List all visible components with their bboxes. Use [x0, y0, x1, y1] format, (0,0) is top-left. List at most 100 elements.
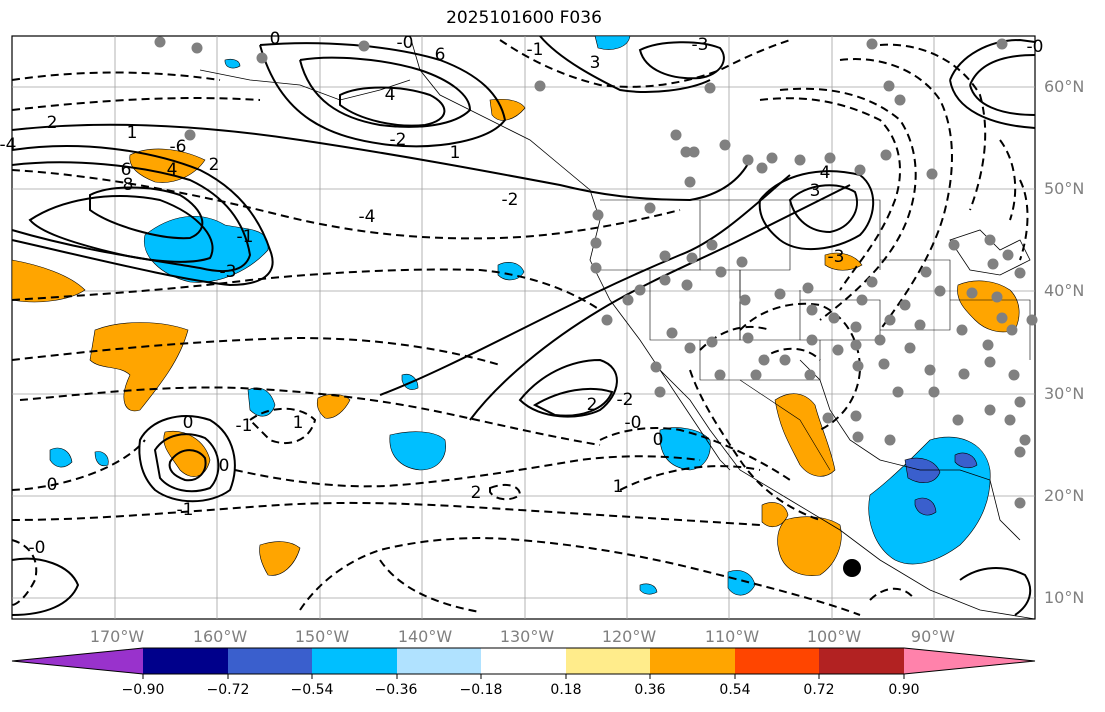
colorbar-label: −0.36: [374, 682, 418, 698]
station-dot: [779, 354, 791, 366]
dashed-contour-line: [11, 169, 681, 240]
station-dot: [1014, 497, 1026, 509]
solid-contour-line: [788, 184, 858, 234]
shaded-anomaly-region: [824, 252, 863, 271]
dashed-contour-line: [11, 71, 261, 111]
contour-label: -0: [1027, 37, 1044, 57]
contour-label: 4: [385, 85, 396, 105]
dashed-contour-line: [299, 537, 861, 616]
solid-contour-line: [539, 35, 711, 93]
lon-label-140w: 140°W: [397, 627, 453, 646]
station-dot: [654, 386, 666, 398]
shaded-anomaly-region: [954, 452, 978, 469]
lat-label-60n: 60°N: [1044, 77, 1085, 96]
station-dot: [874, 334, 886, 346]
station-dot: [991, 291, 1003, 303]
station-dot: [742, 332, 754, 344]
station-dot: [982, 339, 994, 351]
solid-contour-line: [168, 449, 207, 482]
station-dot: [736, 256, 748, 268]
contour-label: -0: [29, 538, 46, 558]
contour-label: -0: [397, 33, 414, 53]
contour-label: 3: [590, 53, 601, 73]
contour-lines: [11, 35, 1036, 616]
colorbar-segment: [904, 648, 1035, 674]
contour-label: -6: [170, 137, 187, 157]
contour-label: -2: [502, 190, 519, 210]
station-dot: [1014, 446, 1026, 458]
station-dot: [899, 299, 911, 311]
colorbar-label: −0.72: [206, 682, 250, 698]
lat-label-40n: 40°N: [1044, 281, 1085, 300]
station-dot: [766, 152, 778, 164]
station-dot: [154, 36, 166, 48]
lat-label-20n: 20°N: [1044, 486, 1085, 505]
station-dot: [592, 209, 604, 221]
shaded-anomaly-region: [914, 497, 937, 516]
station-dot: [184, 129, 196, 141]
solid-contour-line: [532, 387, 614, 417]
shaded-anomaly-region: [94, 451, 109, 467]
shaded-anomaly-region: [11, 259, 86, 303]
contour-label: -2: [617, 390, 634, 410]
dashed-contour-line: [11, 268, 601, 311]
station-dot: [1008, 369, 1020, 381]
station-dot: [878, 358, 890, 370]
colorbar-segment: [735, 648, 819, 674]
dashed-contour-line: [779, 87, 917, 321]
station-dot: [894, 94, 906, 106]
contour-label: -2: [390, 130, 407, 150]
station-dot: [704, 82, 716, 94]
colorbar-label: 0.18: [550, 682, 582, 698]
contour-label: 6: [121, 160, 132, 180]
contour-label: 2: [47, 113, 58, 133]
colorbar-segment: [481, 648, 566, 674]
station-dot: [719, 139, 731, 151]
lon-label-130w: 130°W: [499, 627, 555, 646]
shaded-anomaly-region: [761, 502, 789, 528]
station-dot: [984, 234, 996, 246]
station-dot: [1014, 267, 1026, 279]
station-dot: [928, 386, 940, 398]
station-dot: [924, 364, 936, 376]
shaded-anomaly-region: [659, 427, 711, 471]
dashed-contour-line: [11, 539, 38, 606]
station-dots: [154, 36, 1038, 509]
colorbar-label: 0.54: [719, 682, 751, 698]
contour-label: 1: [450, 143, 461, 163]
solid-contour-line: [299, 56, 472, 128]
shaded-anomaly-region: [316, 394, 351, 419]
contour-label-layer: 0 -06 -33-12 1-44-284 21-66-3-2-4-1-343-22-0…: [0, 29, 1043, 558]
station-dot: [742, 154, 754, 166]
station-dot: [644, 202, 656, 214]
colorbar-segment: [397, 648, 481, 674]
shaded-anomaly-region: [639, 583, 658, 595]
solid-contour-line: [11, 123, 751, 202]
dashed-contour-line: [379, 559, 481, 613]
contour-label: -1: [177, 500, 194, 520]
contour-label: -1: [236, 416, 253, 436]
station-dot: [914, 319, 926, 331]
contour-label: 4: [167, 160, 178, 180]
station-dot: [1006, 324, 1018, 336]
station-dot: [920, 266, 932, 278]
station-dot: [756, 162, 768, 174]
station-dot: [804, 369, 816, 381]
lon-label-110w: 110°W: [704, 627, 760, 646]
station-dot: [659, 274, 671, 286]
colorbar-segment: [650, 648, 735, 674]
station-dot: [739, 294, 751, 306]
colorbar-label: −0.90: [121, 682, 165, 698]
dashed-contour-line: [19, 386, 601, 446]
baja-california: [659, 369, 731, 471]
solid-contour-line: [949, 38, 1036, 129]
station-dot: [714, 369, 726, 381]
contour-label: 0: [270, 29, 281, 49]
colorbar-label: 0.36: [634, 682, 666, 698]
station-dot: [650, 361, 662, 373]
dashed-contour-line: [869, 587, 916, 601]
lon-label-120w: 120°W: [601, 627, 657, 646]
station-dot: [866, 38, 878, 50]
colorbar: [11, 647, 1036, 679]
weather-map: 0 -06 -33-12 1-44-284 21-66-3-2-4-1-343-22-0…: [0, 29, 1043, 620]
